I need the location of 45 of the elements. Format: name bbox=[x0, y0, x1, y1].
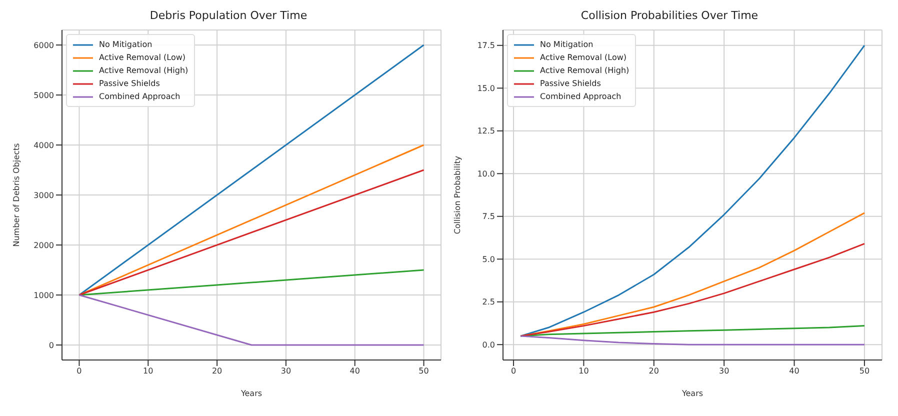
y-tick-label: 0.0 bbox=[482, 340, 495, 350]
x-tick-label: 0 bbox=[76, 366, 82, 376]
legend-label: Combined Approach bbox=[540, 91, 622, 103]
y-tick-label: 6000 bbox=[34, 40, 54, 50]
x-tick-label: 20 bbox=[648, 366, 659, 376]
x-tick-label: 0 bbox=[510, 366, 516, 376]
y-tick-label: 4000 bbox=[34, 140, 54, 150]
x-tick-label: 40 bbox=[350, 366, 360, 376]
legend-label: No Mitigation bbox=[99, 39, 152, 51]
x-tick-label: 30 bbox=[718, 366, 730, 376]
y-axis-title: Collision Probability bbox=[452, 156, 462, 234]
y-tick-label: 2000 bbox=[34, 240, 54, 250]
legend-label: Combined Approach bbox=[99, 91, 180, 103]
y-tick-label: 15.0 bbox=[477, 84, 495, 93]
chart-title: Collision Probabilities Over Time bbox=[580, 8, 760, 24]
legend-label: Active Removal (Low) bbox=[99, 52, 186, 64]
y-tick-label: 10.0 bbox=[477, 169, 495, 178]
x-tick-label: 10 bbox=[143, 366, 154, 376]
chart-title: Debris Population Over Time bbox=[148, 8, 308, 24]
x-tick-label: 50 bbox=[418, 366, 429, 376]
line-series bbox=[520, 242, 866, 337]
x-axis-title: Years bbox=[240, 389, 262, 398]
y-tick-label: 5000 bbox=[34, 90, 54, 100]
legend-label: Active Removal (High) bbox=[540, 65, 630, 77]
y-tick-label: 7.5 bbox=[482, 212, 495, 222]
x-tick-label: 20 bbox=[212, 366, 222, 376]
legend-label: No Mitigation bbox=[540, 39, 594, 51]
x-tick-label: 30 bbox=[280, 366, 292, 376]
x-tick-label: 10 bbox=[578, 366, 589, 376]
y-tick-label: 1000 bbox=[34, 290, 54, 300]
x-tick-label: 40 bbox=[789, 366, 800, 376]
y-axis-title: Number of Debris Objects bbox=[12, 143, 21, 247]
x-tick-label: 50 bbox=[859, 366, 870, 376]
y-tick-label: 0 bbox=[48, 340, 54, 350]
legend-label: Passive Shields bbox=[99, 78, 160, 90]
line-series bbox=[520, 335, 866, 346]
legend-label: Active Removal (High) bbox=[99, 65, 188, 77]
x-axis-title: Years bbox=[680, 389, 704, 398]
legend-label: Active Removal (Low) bbox=[540, 52, 626, 64]
legend-label: Passive Shields bbox=[540, 78, 601, 90]
y-tick-label: 2.5 bbox=[482, 298, 495, 307]
y-tick-label: 5.0 bbox=[482, 254, 495, 264]
y-tick-label: 17.5 bbox=[477, 41, 495, 50]
y-tick-label: 12.5 bbox=[477, 126, 495, 136]
y-tick-label: 3000 bbox=[34, 190, 54, 200]
